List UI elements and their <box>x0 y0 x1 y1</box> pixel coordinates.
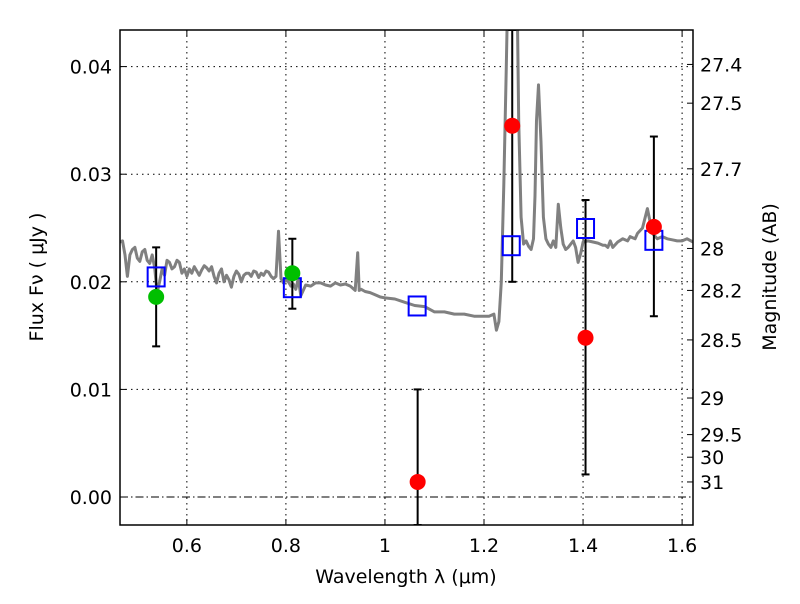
y-tick-label: 0.04 <box>70 57 112 79</box>
y-axis-title: Flux Fν ( μJy ) <box>26 213 48 342</box>
y-tick-label: 0.02 <box>70 272 112 294</box>
y-tick-label: 0.00 <box>70 487 112 509</box>
y2-tick-label: 31 <box>700 472 724 494</box>
x-axis-ticks: 0.6 0.8 1 1.2 1.4 1.6 <box>172 30 697 557</box>
y2-tick-label: 27.4 <box>700 54 742 76</box>
y2-tick-label: 28.5 <box>700 330 742 352</box>
model-photometry-square <box>501 235 521 257</box>
y2-tick-label: 29.5 <box>700 425 742 447</box>
x-axis-title: Wavelength λ (μm) <box>315 566 496 588</box>
y-axis-ticks: 0.00 0.01 0.02 0.03 0.04 <box>70 57 126 509</box>
green-detection-point <box>148 288 165 305</box>
plot-area <box>120 30 693 525</box>
red-detection-point <box>577 329 594 346</box>
spectrum-line <box>120 30 693 332</box>
y2-tick-label: 30 <box>700 447 724 469</box>
x-tick-label: 1.6 <box>667 535 697 557</box>
red-detection-point <box>504 117 521 134</box>
x-tick-label: 0.8 <box>271 535 301 557</box>
detection-markers <box>148 117 662 490</box>
plot-frame <box>119 29 694 526</box>
y2-tick-label: 28.2 <box>700 280 742 302</box>
y2-tick-label: 27.7 <box>700 159 742 181</box>
model-photometry-square <box>407 295 427 317</box>
y2-axis-ticks: 27.4 27.5 27.7 28 28.2 28.5 29 29.530 31 <box>687 54 742 494</box>
y2-tick-label: 29 <box>700 388 724 410</box>
x-tick-label: 0.6 <box>172 535 202 557</box>
model-photometry-square <box>576 218 596 239</box>
y2-tick-label: 27.5 <box>700 93 742 115</box>
x-tick-label: 1.2 <box>469 535 499 557</box>
x-tick-label: 1 <box>379 535 391 557</box>
red-detection-point <box>645 218 662 235</box>
y-tick-label: 0.03 <box>70 164 112 186</box>
y-tick-label: 0.01 <box>70 379 112 401</box>
model-photometry-square <box>146 266 166 288</box>
red-detection-point <box>409 473 426 490</box>
green-detection-point <box>284 265 301 282</box>
y2-axis-title: Magnitude (AB) <box>759 203 781 351</box>
x-tick-label: 1.4 <box>568 535 598 557</box>
y2-tick-label: 28 <box>700 238 724 260</box>
